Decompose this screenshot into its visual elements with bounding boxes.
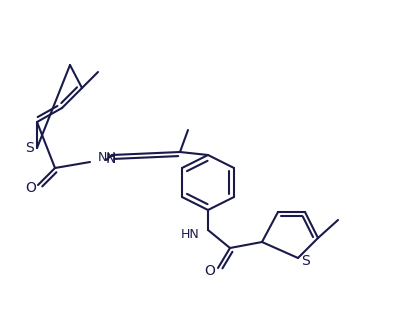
Text: HN: HN (180, 229, 199, 242)
Text: NH: NH (98, 152, 116, 165)
Text: O: O (26, 181, 36, 195)
Text: S: S (301, 254, 310, 268)
Text: S: S (26, 141, 34, 155)
Text: N: N (106, 152, 116, 166)
Text: O: O (204, 264, 215, 278)
